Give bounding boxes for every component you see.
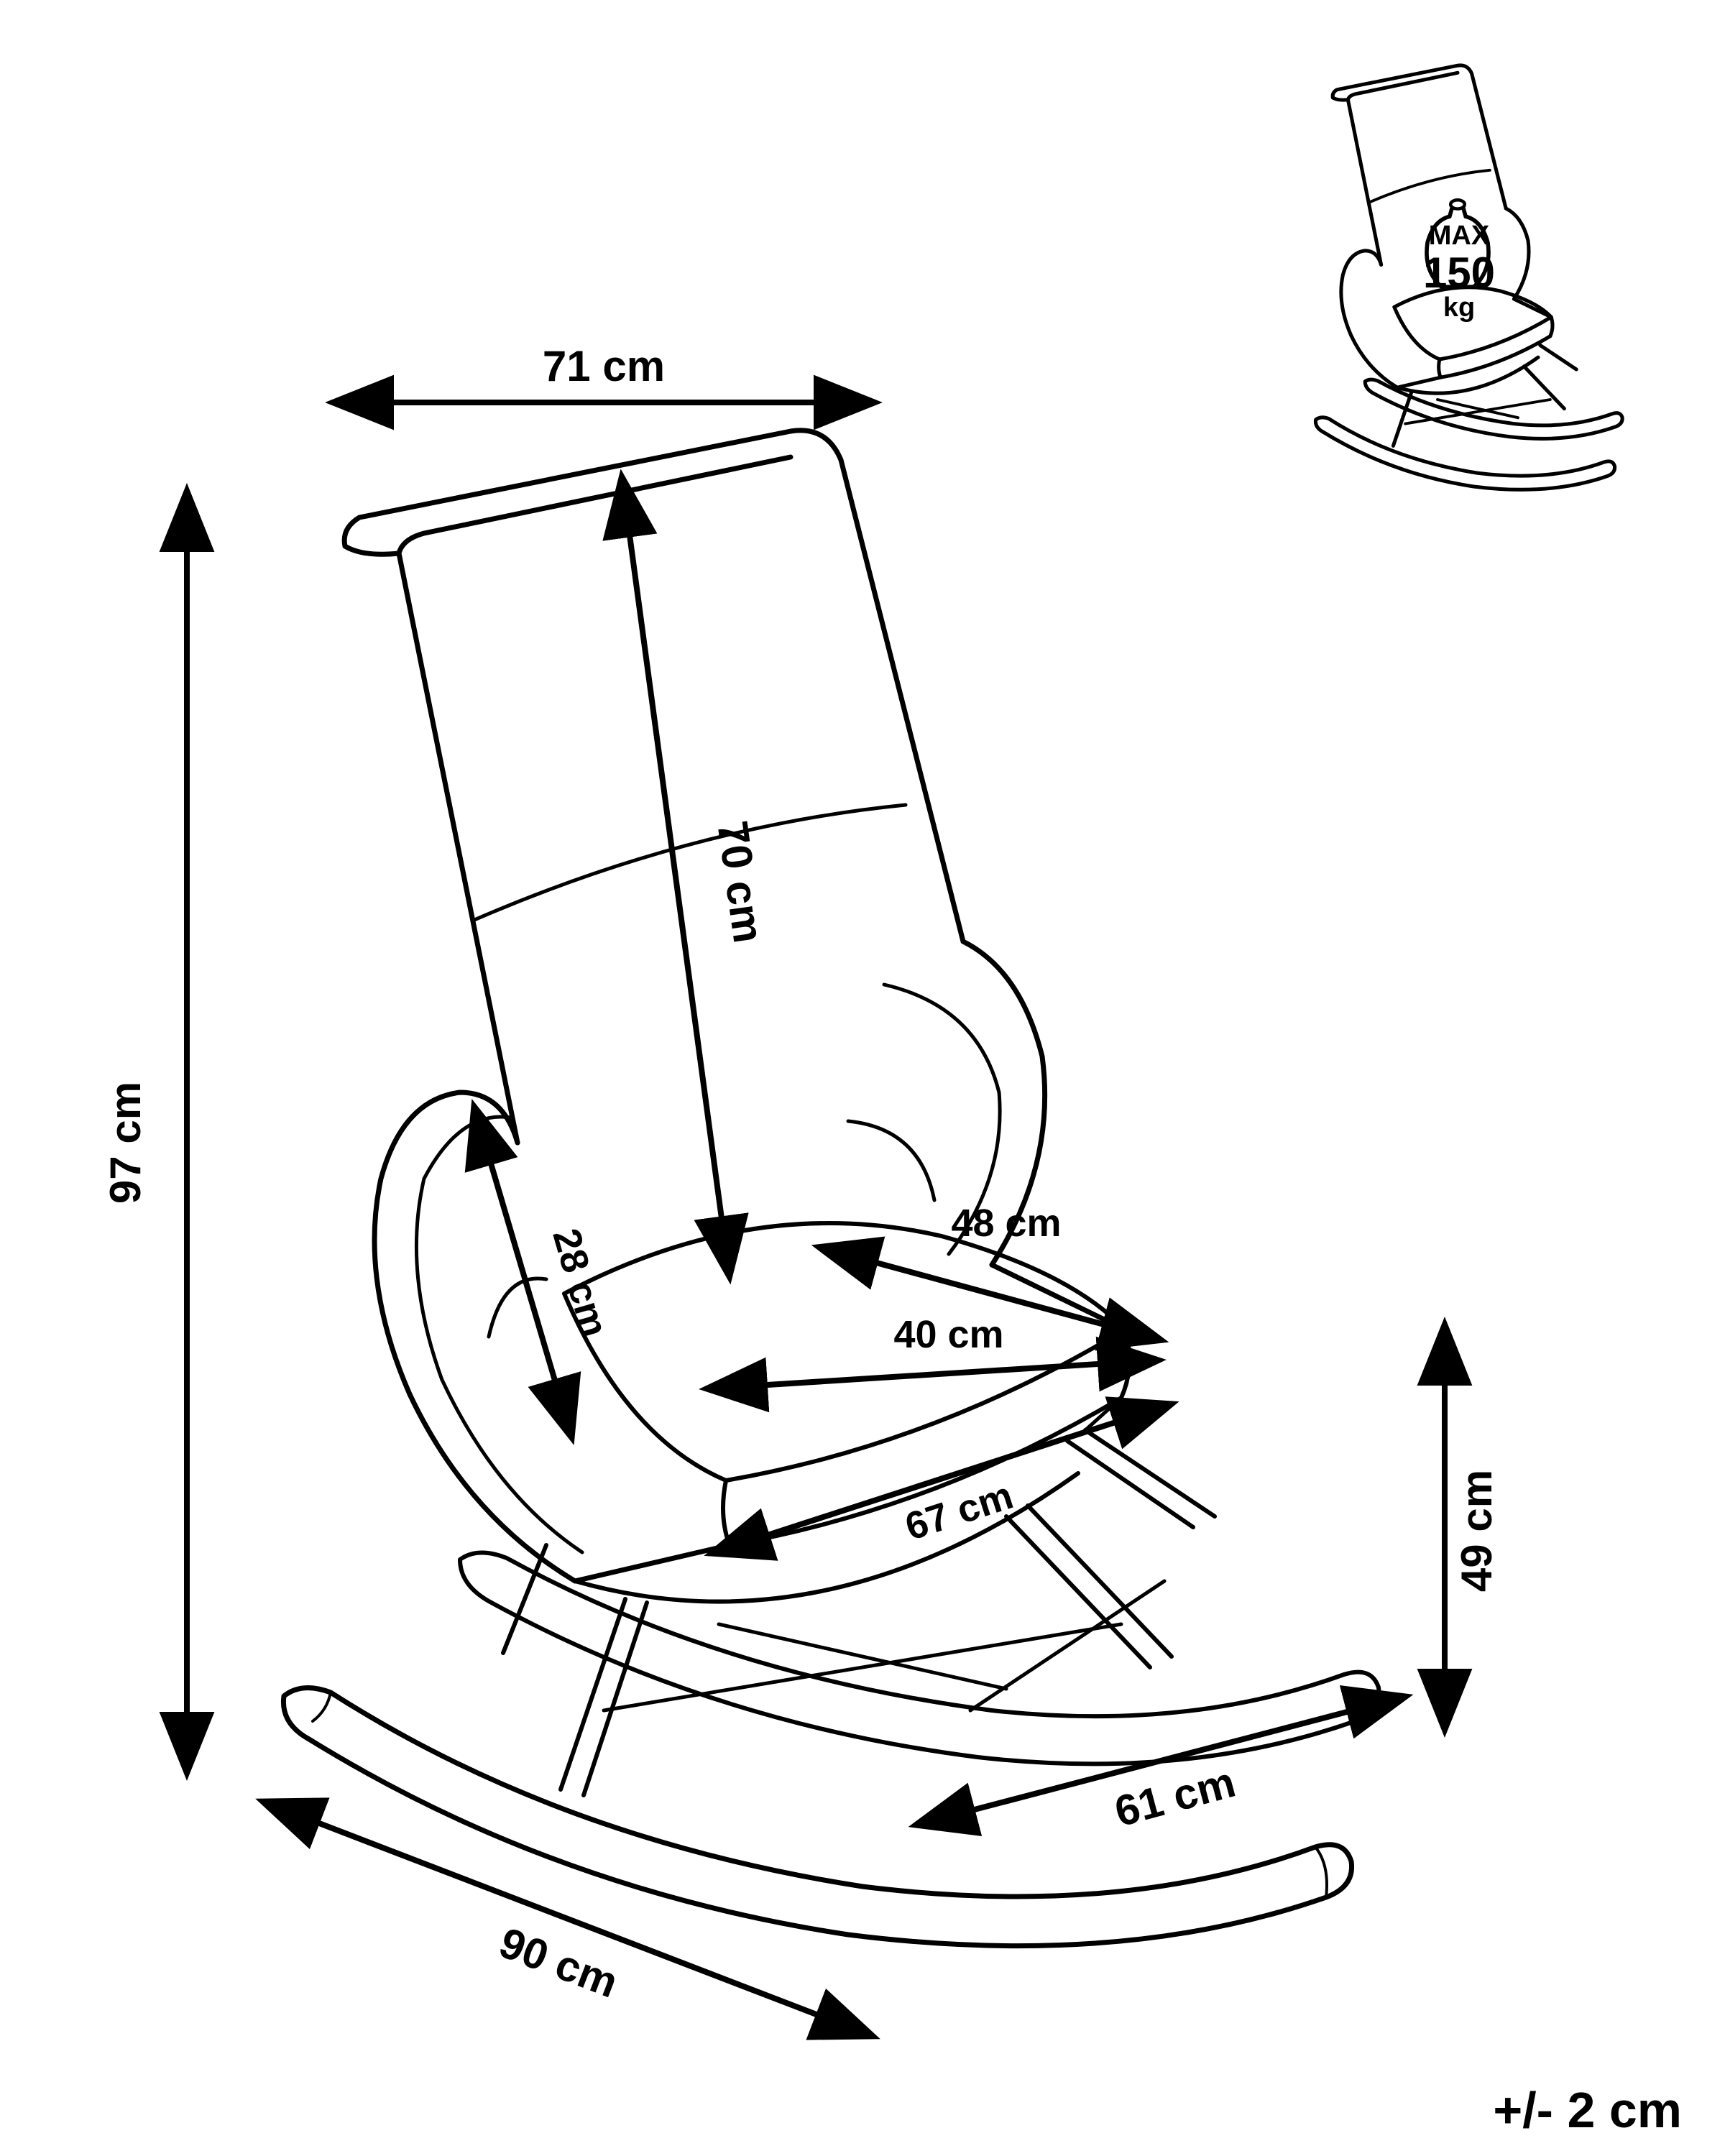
dim-seat-height: 49 cm (1453, 1470, 1501, 1592)
dim-top-width: 71 cm (543, 342, 665, 390)
dimension-annotations: 97 cm 71 cm 70 cm 28 cm 48 cm 40 cm 67 c… (101, 342, 1501, 2027)
tolerance-note: +/- 2 cm (1493, 2082, 1682, 2138)
max-weight-text-unit: kg (1443, 292, 1475, 323)
max-weight-label: MAX 150 kg (1423, 221, 1495, 323)
dimension-diagram: 97 cm 71 cm 70 cm 28 cm 48 cm 40 cm 67 c… (0, 0, 1725, 2156)
dim-arm-height: 28 cm (544, 1224, 616, 1342)
main-chair-drawing (283, 430, 1379, 1946)
dim-seat-depth: 40 cm (893, 1313, 1003, 1356)
dim-overall-height: 97 cm (101, 1082, 150, 1204)
dim-seat-width: 48 cm (951, 1202, 1061, 1245)
dim-back-height: 70 cm (708, 818, 773, 946)
max-weight-text-value: 150 (1423, 249, 1495, 297)
max-weight-text-max: MAX (1429, 221, 1490, 251)
